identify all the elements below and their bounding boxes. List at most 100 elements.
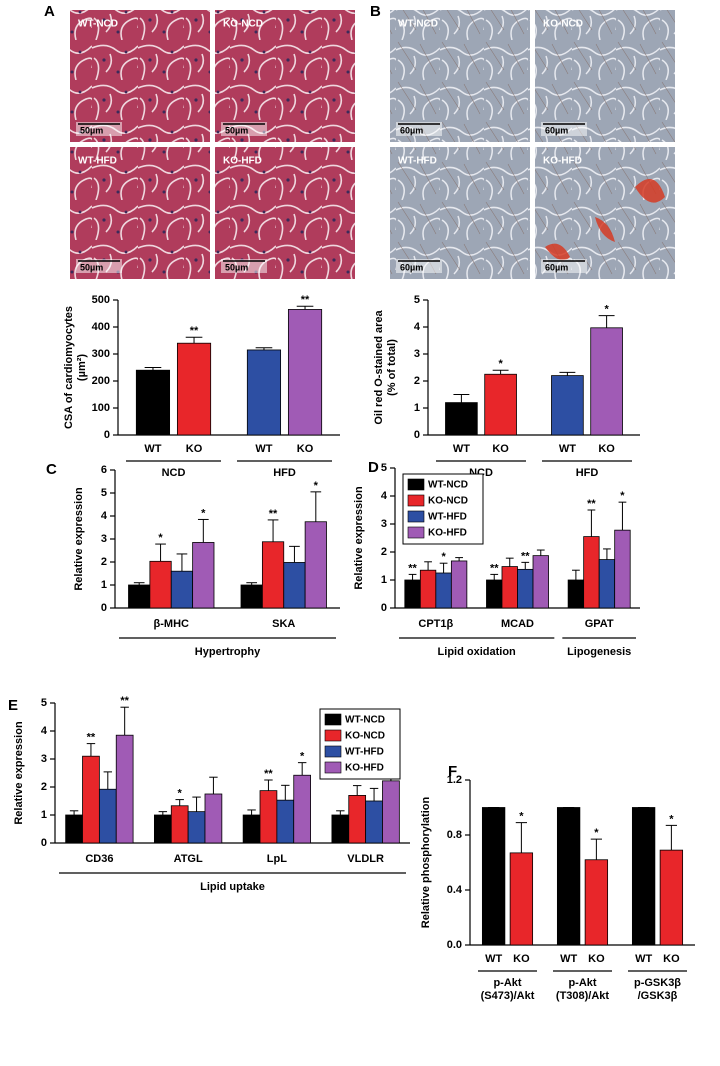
bar <box>501 566 518 609</box>
y-tick-label: 2 <box>101 556 107 568</box>
x-tick-label: WT <box>559 443 576 455</box>
significance: * <box>604 304 609 316</box>
legend-swatch <box>324 745 342 758</box>
significance: * <box>620 490 625 502</box>
bar <box>187 811 206 844</box>
bar <box>404 579 421 609</box>
bar <box>287 309 323 436</box>
bar <box>261 541 285 609</box>
scale-label: 50µm <box>80 262 103 272</box>
bar <box>170 570 194 609</box>
bar <box>135 369 171 436</box>
bar <box>584 859 609 946</box>
scale-label: 60µm <box>545 125 568 135</box>
y-tick-label: 3 <box>41 753 47 765</box>
y-tick-label: 6 <box>101 464 107 476</box>
x-tick-label: WT <box>255 443 272 455</box>
section-label: Lipid uptake <box>200 881 265 893</box>
micrograph-label: KO-NCD <box>543 19 583 30</box>
bar <box>659 849 684 946</box>
scale-bar-bg <box>541 122 587 136</box>
section-label: Lipogenesis <box>567 646 631 658</box>
x-tick-label: KO <box>588 953 605 965</box>
bar <box>486 579 503 609</box>
scale-bar-bg <box>221 259 267 273</box>
y-tick-label: 1 <box>101 579 107 591</box>
bar <box>532 555 549 609</box>
significance: * <box>201 507 206 519</box>
y-tick-label: 200 <box>92 375 110 387</box>
y-tick-label: 0.4 <box>447 884 463 896</box>
bar <box>551 375 584 436</box>
x-tick-label: KO <box>492 443 509 455</box>
group-label: NCD <box>162 467 186 479</box>
y-tick-label: 0 <box>101 602 107 614</box>
bar <box>149 560 172 609</box>
y-tick-label: 1.2 <box>447 774 462 786</box>
x-tick-label: CD36 <box>85 853 113 865</box>
significance: * <box>158 532 163 544</box>
legend-label: WT-NCD <box>345 715 385 726</box>
group-label: HFD <box>273 467 296 479</box>
micrograph-label: WT-HFD <box>78 156 117 167</box>
group-label: p-GSK3β <box>634 977 681 989</box>
lipid-stain <box>545 179 665 261</box>
bar <box>82 755 100 844</box>
bar <box>631 807 656 946</box>
y-tick-label: 3 <box>414 348 420 360</box>
y-tick-label: 3 <box>101 533 107 545</box>
legend-label: WT-HFD <box>345 747 384 758</box>
y-axis-label: Relative expression <box>353 486 365 590</box>
significance: * <box>594 827 599 839</box>
x-tick-label: WT <box>453 443 470 455</box>
legend-swatch <box>324 761 342 774</box>
bar <box>128 584 151 609</box>
x-tick-label: KO <box>297 443 314 455</box>
micrograph <box>70 147 210 279</box>
x-tick-label: VLDLR <box>347 853 384 865</box>
panel-label: E <box>8 697 18 714</box>
y-tick-label: 2 <box>381 546 387 558</box>
y-tick-label: 0 <box>414 429 420 441</box>
panel-label: A <box>44 3 55 20</box>
x-tick-label: MCAD <box>501 618 534 630</box>
scale-label: 60µm <box>545 262 568 272</box>
scale-bar-bg <box>541 259 587 273</box>
scale-label: 50µm <box>225 125 248 135</box>
x-tick-label: KO <box>598 443 615 455</box>
bar <box>556 807 581 946</box>
legend-label: WT-NCD <box>428 480 468 491</box>
bar <box>153 814 172 844</box>
micrograph-label: WT-NCD <box>398 19 438 30</box>
y-tick-label: 0.8 <box>447 829 462 841</box>
y-tick-label: 3 <box>381 518 387 530</box>
bar <box>365 800 383 844</box>
scale-bar-bg <box>221 122 267 136</box>
y-tick-label: 100 <box>92 402 110 414</box>
y-tick-label: 4 <box>414 321 421 333</box>
y-tick-label: 0 <box>104 429 110 441</box>
scale-bar-bg <box>76 259 122 273</box>
x-tick-label: WT <box>560 953 577 965</box>
bar <box>583 536 600 609</box>
legend-label: WT-HFD <box>428 512 467 523</box>
significance: * <box>178 788 183 800</box>
legend-label: KO-NCD <box>345 731 385 742</box>
section-label: Lipid oxidation <box>438 646 516 658</box>
bar <box>115 734 134 844</box>
y-tick-label: 5 <box>414 294 420 306</box>
bar <box>419 569 437 609</box>
bar <box>240 584 263 609</box>
significance: * <box>441 551 446 563</box>
bar <box>450 560 468 609</box>
micrograph <box>535 10 675 142</box>
bar <box>246 349 282 436</box>
y-axis-label: Oil red O-stained area <box>373 309 385 424</box>
bar <box>170 805 189 844</box>
x-tick-label: β-MHC <box>154 618 189 630</box>
scale-bar-bg <box>396 259 442 273</box>
group-label: p-Akt <box>493 977 521 989</box>
bar <box>348 795 367 844</box>
